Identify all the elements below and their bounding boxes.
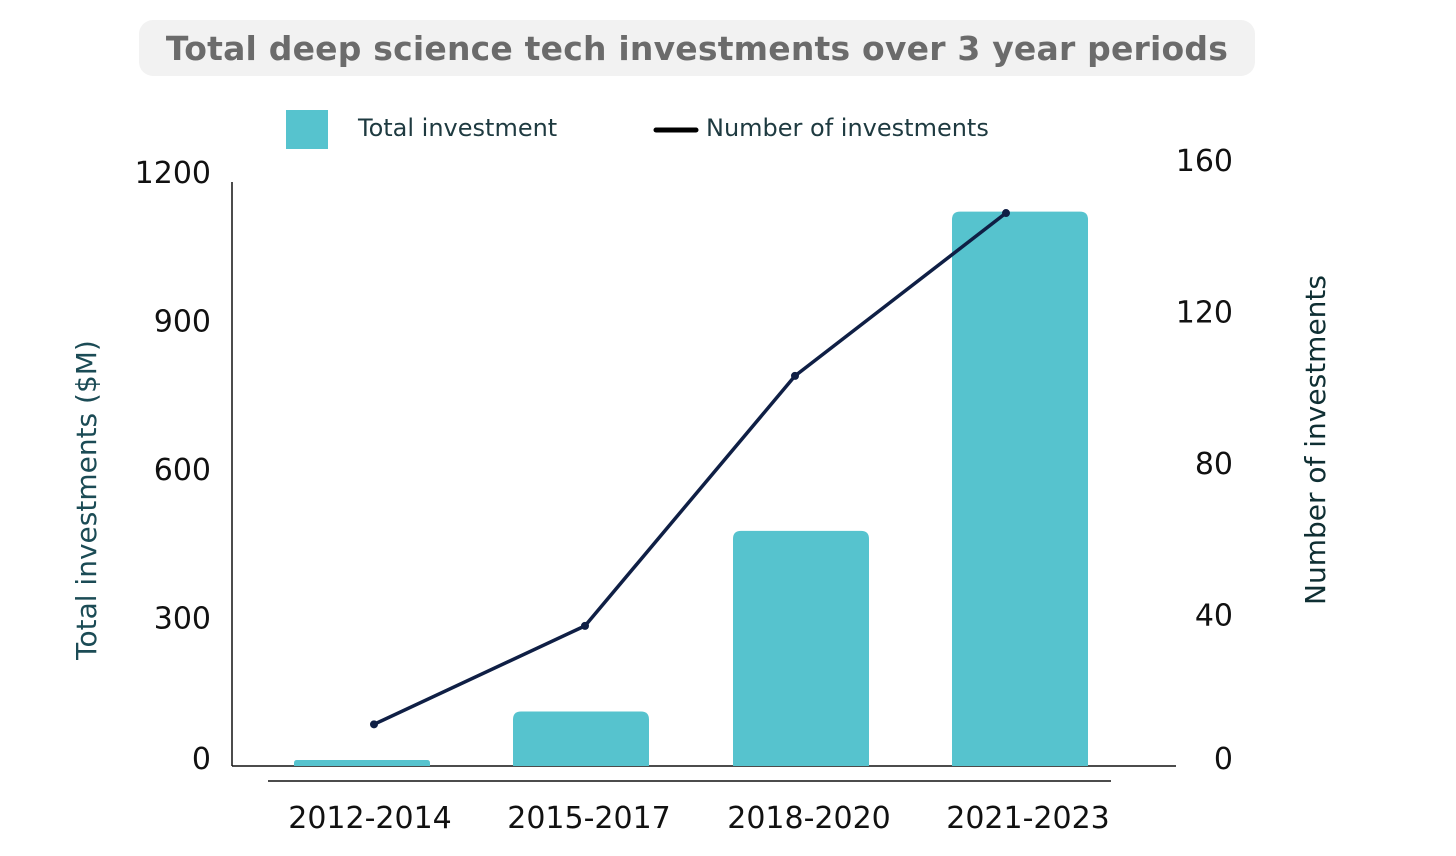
line-path xyxy=(373,211,1008,726)
y-tick-label: 300 xyxy=(154,602,211,637)
line-point-2021-2023 xyxy=(1002,209,1010,218)
x-tick-label: 2021-2023 xyxy=(946,801,1110,836)
y2-tick-label: 160 xyxy=(1176,144,1233,179)
legend: Total investment Number of investments xyxy=(286,110,989,149)
x-tick-label: 2015-2017 xyxy=(507,801,671,836)
bar-2021-2023 xyxy=(952,211,1088,767)
legend-line-label: Number of investments xyxy=(706,114,989,142)
legend-bar-swatch xyxy=(286,110,328,149)
y2-tick-label: 120 xyxy=(1176,296,1233,331)
y-axis-title: Total investments ($M) xyxy=(70,340,103,661)
legend-bar-label: Total investment xyxy=(357,114,557,142)
y2-tick-label: 0 xyxy=(1214,742,1233,777)
y-ticks: 0 300 600 900 1200 xyxy=(135,156,211,777)
y2-ticks: 0 40 80 120 160 xyxy=(1176,144,1233,777)
y-tick-label: 900 xyxy=(154,305,211,340)
y-tick-label: 0 xyxy=(192,742,211,777)
y2-tick-label: 40 xyxy=(1195,599,1233,634)
bar-2018-2020 xyxy=(733,530,869,766)
category-labels: 2012-2014 2015-2017 2018-2020 2021-2023 xyxy=(288,801,1110,836)
y-tick-label: 1200 xyxy=(135,156,211,191)
line-series xyxy=(370,209,1010,729)
y2-axis-title: Number of investments xyxy=(1299,275,1332,605)
line-point-2012-2014 xyxy=(370,720,378,729)
title-box: Total deep science tech investments over… xyxy=(139,20,1255,76)
x-tick-label: 2012-2014 xyxy=(288,801,452,836)
y2-tick-label: 80 xyxy=(1195,447,1233,482)
bar-2015-2017 xyxy=(513,711,649,766)
chart-title: Total deep science tech investments over… xyxy=(165,28,1229,68)
y-tick-label: 600 xyxy=(154,453,211,488)
bar-2012-2014 xyxy=(294,760,430,766)
bars xyxy=(294,211,1088,767)
x-tick-label: 2018-2020 xyxy=(727,801,891,836)
line-point-2018-2020 xyxy=(791,371,799,380)
line-point-2015-2017 xyxy=(581,621,589,630)
